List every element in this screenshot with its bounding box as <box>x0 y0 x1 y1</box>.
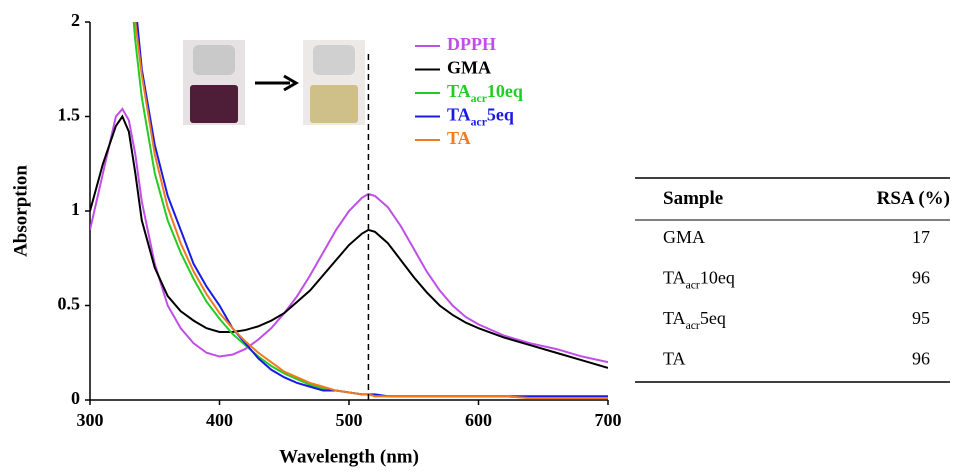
y-tick-label: 2 <box>71 10 80 30</box>
table-value: 17 <box>912 227 930 247</box>
x-tick-label: 400 <box>206 410 233 430</box>
x-axis-label: Wavelength (nm) <box>279 446 419 467</box>
text-run: TA <box>663 308 686 328</box>
vial-cap <box>193 45 235 75</box>
subscript: acr <box>471 92 487 105</box>
text-run: 5eq <box>487 105 514 125</box>
text-run: TA <box>447 105 471 125</box>
vial-cap <box>313 45 355 75</box>
label: GMA <box>663 227 705 247</box>
y-tick-label: 1.5 <box>58 105 81 125</box>
label: Sample <box>663 188 723 209</box>
y-axis-label: Absorption <box>10 165 31 257</box>
plot-area <box>90 22 608 400</box>
label: RSA (%) <box>877 188 950 209</box>
y-tick-label: 0.5 <box>58 294 81 314</box>
series-line <box>90 114 608 369</box>
text-run: TA <box>447 81 471 101</box>
label: GMA <box>447 58 491 78</box>
label: TA <box>447 128 471 148</box>
x-tick-label: 300 <box>77 410 104 430</box>
x-tick-label: 500 <box>336 410 363 430</box>
subscript: acr <box>471 116 487 129</box>
label: TAacr10eq <box>447 81 523 105</box>
subscript: acr <box>686 319 700 332</box>
label: TAacr5eq <box>447 105 514 129</box>
text-run: 5eq <box>700 308 726 328</box>
label: TAacr10eq <box>663 268 735 292</box>
label: TAacr5eq <box>663 308 726 332</box>
vial-photos <box>183 40 365 125</box>
text-run: 10eq <box>700 268 735 288</box>
text-run: RSA (%) <box>877 188 950 209</box>
series-line <box>90 107 608 364</box>
text-run: TA <box>663 349 686 369</box>
subscript: acr <box>686 279 700 292</box>
table-value: 96 <box>912 349 930 369</box>
text-run: TA <box>663 268 686 288</box>
text-run: Sample <box>663 188 723 209</box>
text-run: GMA <box>663 227 705 247</box>
label: TA <box>663 349 686 369</box>
vial-purple <box>190 85 238 123</box>
table-value: 96 <box>912 268 930 288</box>
y-tick-label: 1 <box>71 199 80 219</box>
series-line <box>134 22 608 400</box>
x-tick-label: 700 <box>595 410 622 430</box>
text-run: GMA <box>447 58 491 78</box>
vial-yellow <box>310 85 358 123</box>
x-tick-label: 600 <box>465 410 492 430</box>
table-value: 95 <box>912 308 930 328</box>
text-run: TA <box>447 128 471 148</box>
text-run: 10eq <box>487 81 523 101</box>
label: DPPH <box>447 34 496 54</box>
text-run: DPPH <box>447 34 496 54</box>
arrow-head <box>283 74 299 92</box>
y-tick-label: 0 <box>71 388 80 408</box>
